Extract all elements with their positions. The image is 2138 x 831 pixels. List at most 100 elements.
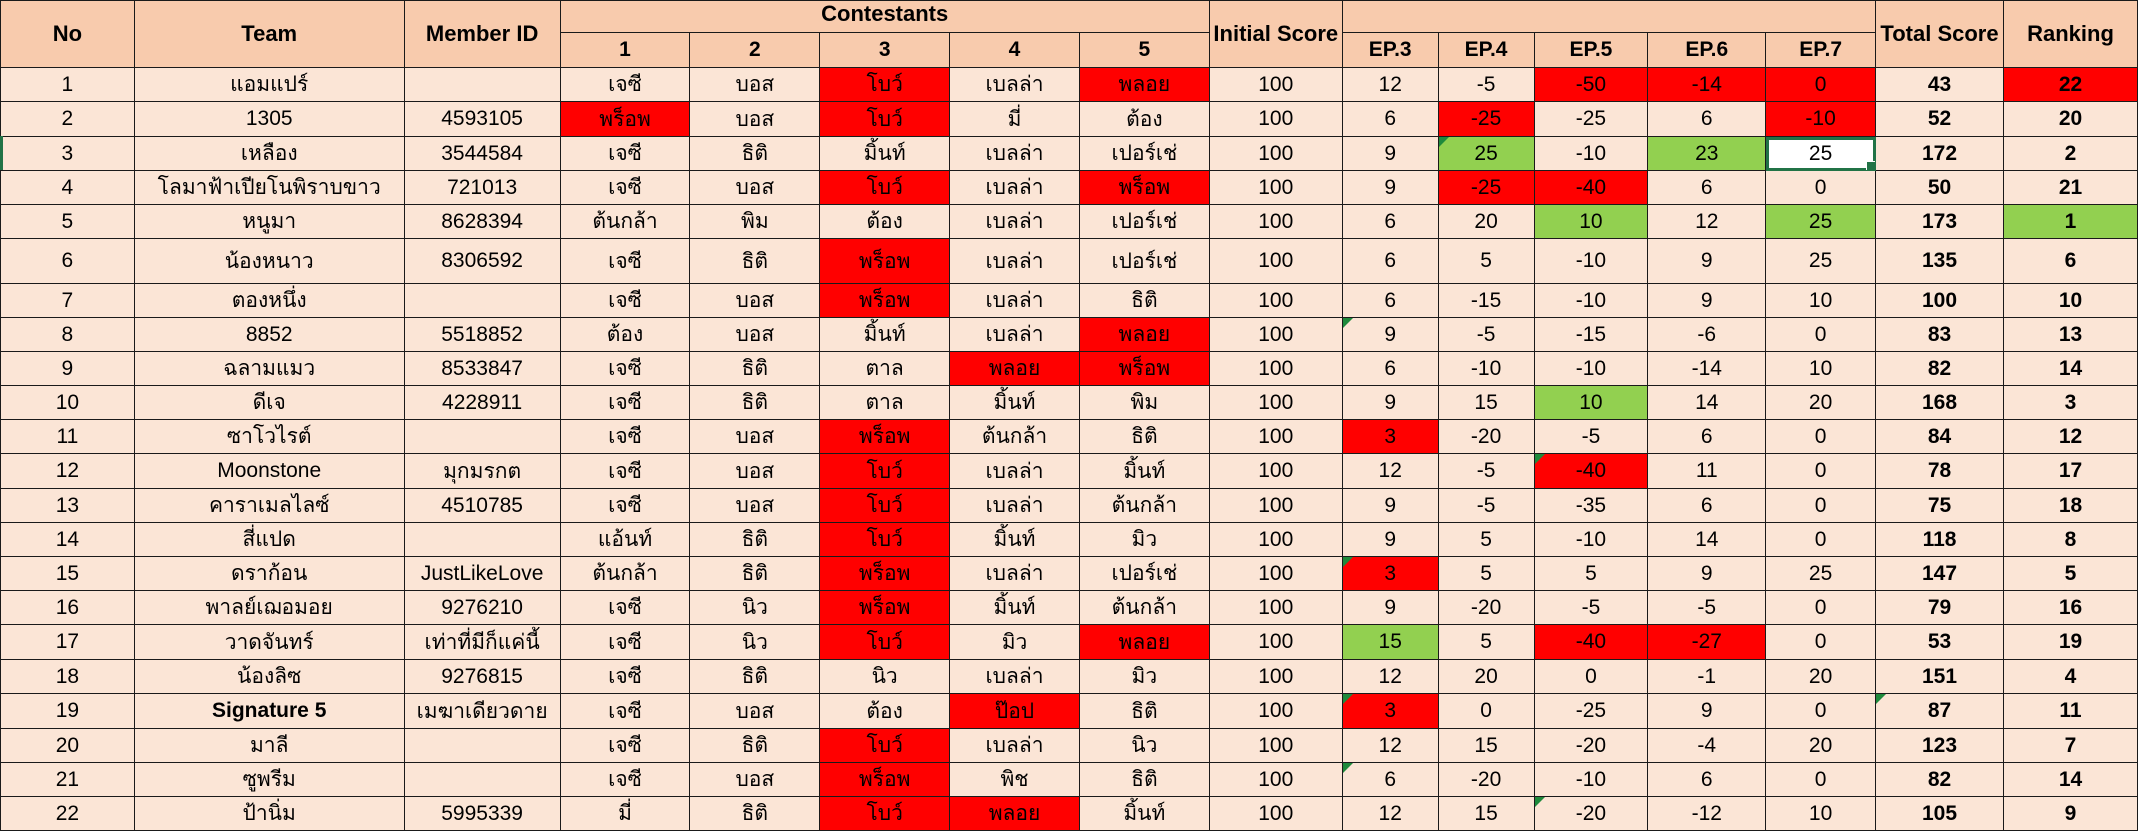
cell-contestant-5[interactable]: มิ้นท์ <box>1078 796 1210 831</box>
cell-ep-6[interactable]: -4 <box>1647 728 1767 763</box>
cell-contestant-4[interactable]: พลอย <box>949 351 1080 386</box>
cell-member-id[interactable]: เท่าที่มีก็แค่นี้ <box>403 624 561 660</box>
cell-team[interactable]: ตองหนึ่ง <box>133 283 405 318</box>
cell-contestant-1[interactable]: เจซี <box>559 590 691 625</box>
cell-contestant-1[interactable]: เจซี <box>559 283 691 318</box>
cell-total-score[interactable]: 172 <box>1875 136 2004 171</box>
cell-ep-7[interactable]: 0 <box>1765 624 1877 660</box>
cell-ranking[interactable]: 9 <box>2003 796 2138 831</box>
cell-team[interactable]: หนูมา <box>133 204 405 239</box>
cell-total-score[interactable]: 52 <box>1875 101 2004 137</box>
cell-ep-3[interactable]: 12 <box>1341 728 1439 763</box>
cell-contestant-3[interactable]: โบว์ <box>819 488 951 523</box>
cell-ep-4[interactable]: -5 <box>1437 453 1535 489</box>
cell-total-score[interactable]: 84 <box>1875 419 2004 454</box>
cell-contestant-3[interactable]: มิ้นท์ <box>819 317 951 352</box>
cell-contestant-3[interactable]: พร็อพ <box>819 590 951 625</box>
cell-initial-score[interactable]: 100 <box>1208 624 1343 660</box>
cell-contestant-2[interactable]: บอส <box>689 101 821 137</box>
cell-ep-3[interactable]: 6 <box>1341 351 1439 386</box>
cell-ep-7[interactable]: -10 <box>1765 101 1877 137</box>
cell-ep-3[interactable]: 9 <box>1341 170 1439 205</box>
cell-ranking[interactable]: 18 <box>2003 488 2138 523</box>
cell-contestant-4[interactable]: เบลล่า <box>949 728 1080 763</box>
cell-ep-5[interactable]: -5 <box>1533 590 1649 625</box>
cell-ep-6[interactable]: 6 <box>1647 419 1767 454</box>
cell-initial-score[interactable]: 100 <box>1208 762 1343 797</box>
cell-contestant-3[interactable]: ตาล <box>819 385 951 420</box>
cell-contestant-1[interactable]: เจซี <box>559 659 691 694</box>
cell-no[interactable]: 21 <box>0 762 135 797</box>
cell-ep-4[interactable]: 20 <box>1437 204 1535 239</box>
cell-contestant-2[interactable]: ธิติ <box>689 385 821 420</box>
cell-team[interactable]: เหลือง <box>133 136 405 171</box>
cell-ep-6[interactable]: 6 <box>1647 170 1767 205</box>
cell-ep-7[interactable]: 0 <box>1765 67 1877 102</box>
cell-contestant-5[interactable]: พลอย <box>1078 317 1210 352</box>
cell-contestant-3[interactable]: โบว์ <box>819 728 951 763</box>
cell-member-id[interactable] <box>403 522 561 557</box>
header-member-id[interactable]: Member ID <box>403 0 561 68</box>
cell-ep-7[interactable]: 10 <box>1765 351 1877 386</box>
cell-team[interactable]: น้องลิซ <box>133 659 405 694</box>
cell-ranking[interactable]: 17 <box>2003 453 2138 489</box>
cell-contestant-5[interactable]: ธิติ <box>1078 762 1210 797</box>
cell-ep-3[interactable]: 15 <box>1341 624 1439 660</box>
cell-ep-7[interactable]: 20 <box>1765 728 1877 763</box>
cell-ep-3[interactable]: 12 <box>1341 67 1439 102</box>
cell-ranking[interactable]: 19 <box>2003 624 2138 660</box>
cell-contestant-4[interactable]: เบลล่า <box>949 170 1080 205</box>
cell-contestant-1[interactable]: เจซี <box>559 488 691 523</box>
cell-ep-3[interactable]: 12 <box>1341 796 1439 831</box>
cell-ep-4[interactable]: -15 <box>1437 283 1535 318</box>
cell-ep-6[interactable]: 9 <box>1647 556 1767 591</box>
cell-no[interactable]: 13 <box>0 488 135 523</box>
cell-member-id[interactable]: 5995339 <box>403 796 561 831</box>
cell-no[interactable]: 10 <box>0 385 135 420</box>
cell-ep-3[interactable]: 3 <box>1341 419 1439 454</box>
cell-initial-score[interactable]: 100 <box>1208 283 1343 318</box>
cell-total-score[interactable]: 173 <box>1875 204 2004 239</box>
cell-no[interactable]: 1 <box>0 67 135 102</box>
cell-contestant-3[interactable]: โบว์ <box>819 522 951 557</box>
header-ep-7[interactable]: EP.7 <box>1765 32 1877 68</box>
cell-ep-3[interactable]: 9 <box>1341 136 1439 171</box>
cell-ep-4[interactable]: 15 <box>1437 796 1535 831</box>
cell-contestant-3[interactable]: โบว์ <box>819 796 951 831</box>
cell-ep-5[interactable]: -35 <box>1533 488 1649 523</box>
cell-no[interactable]: 7 <box>0 283 135 318</box>
cell-ep-7[interactable]: 0 <box>1765 453 1877 489</box>
cell-contestant-2[interactable]: ธิติ <box>689 796 821 831</box>
cell-initial-score[interactable]: 100 <box>1208 101 1343 137</box>
header-ep-5[interactable]: EP.5 <box>1533 32 1649 68</box>
cell-contestant-1[interactable]: เจซี <box>559 385 691 420</box>
cell-ep-7[interactable]: 0 <box>1765 170 1877 205</box>
cell-member-id[interactable]: เมฆาเดียวดาย <box>403 693 561 729</box>
cell-contestant-1[interactable]: พร็อพ <box>559 101 691 137</box>
cell-contestant-1[interactable]: เจซี <box>559 624 691 660</box>
header-ep-6[interactable]: EP.6 <box>1647 32 1767 68</box>
cell-total-score[interactable]: 100 <box>1875 283 2004 318</box>
cell-initial-score[interactable]: 100 <box>1208 317 1343 352</box>
cell-no[interactable]: 18 <box>0 659 135 694</box>
cell-ep-5[interactable]: -10 <box>1533 136 1649 171</box>
cell-ep-5[interactable]: -40 <box>1533 624 1649 660</box>
cell-contestant-2[interactable]: ธิติ <box>689 522 821 557</box>
cell-contestant-5[interactable]: พลอย <box>1078 624 1210 660</box>
cell-initial-score[interactable]: 100 <box>1208 238 1343 284</box>
cell-total-score[interactable]: 168 <box>1875 385 2004 420</box>
cell-ep-5[interactable]: 10 <box>1533 204 1649 239</box>
cell-contestant-1[interactable]: เจซี <box>559 67 691 102</box>
cell-contestant-3[interactable]: นิว <box>819 659 951 694</box>
cell-contestant-4[interactable]: มิ้นท์ <box>949 522 1080 557</box>
cell-ep-6[interactable]: 9 <box>1647 693 1767 729</box>
cell-initial-score[interactable]: 100 <box>1208 204 1343 239</box>
cell-contestant-1[interactable]: เจซี <box>559 419 691 454</box>
cell-member-id[interactable]: 721013 <box>403 170 561 205</box>
cell-contestant-1[interactable]: เจซี <box>559 136 691 171</box>
cell-ranking[interactable]: 10 <box>2003 283 2138 318</box>
cell-ep-5[interactable]: -10 <box>1533 522 1649 557</box>
cell-contestant-4[interactable]: พิช <box>949 762 1080 797</box>
cell-contestant-3[interactable]: พร็อพ <box>819 283 951 318</box>
cell-contestant-1[interactable]: ต้อง <box>559 317 691 352</box>
